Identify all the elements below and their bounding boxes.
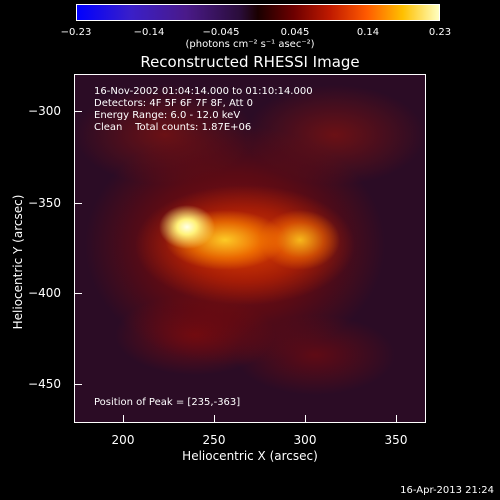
colorbar-tick: 0.14 — [356, 27, 380, 38]
y-tick-mark — [74, 384, 82, 385]
y-tick-mark — [74, 203, 82, 204]
x-axis-label: Heliocentric X (arcsec) — [182, 449, 318, 463]
y-tick-label: −400 — [28, 286, 61, 300]
y-tick-mark — [74, 111, 82, 112]
colorbar-tick: 0.045 — [280, 27, 310, 38]
plot-datestamp: 16-Apr-2013 21:24 — [400, 485, 494, 496]
y-tick-label: −300 — [28, 104, 61, 118]
image-title: Reconstructed RHESSI Image — [140, 53, 360, 71]
colorbar — [76, 4, 440, 21]
colorbar-tick: −0.14 — [133, 27, 165, 38]
info-energy-range: Energy Range: 6.0 - 12.0 keV — [94, 110, 241, 121]
peak-position: Position of Peak = [235,-363] — [94, 397, 241, 408]
x-tick-mark — [214, 415, 215, 423]
x-tick-label: 350 — [384, 433, 408, 447]
info-time-range: 16-Nov-2002 01:04:14.000 to 01:10:14.000 — [94, 86, 313, 97]
x-tick-label: 300 — [293, 433, 317, 447]
image-frame — [74, 74, 426, 423]
x-tick-label: 250 — [202, 433, 226, 447]
colorbar-tick: −0.045 — [202, 27, 240, 38]
x-tick-label: 200 — [111, 433, 135, 447]
x-tick-mark — [123, 415, 124, 423]
info-detectors: Detectors: 4F 5F 6F 7F 8F, Att 0 — [94, 98, 254, 109]
y-tick-label: −450 — [28, 377, 61, 391]
y-tick-label: −350 — [28, 196, 61, 210]
x-tick-mark — [396, 415, 397, 423]
y-axis-label: Heliocentric Y (arcsec) — [11, 194, 25, 330]
x-tick-mark — [305, 415, 306, 423]
colorbar-units: (photons cm⁻² s⁻¹ asec⁻²) — [185, 39, 315, 50]
colorbar-tick: −0.23 — [60, 27, 92, 38]
colorbar-tick: 0.23 — [428, 27, 452, 38]
y-tick-mark — [74, 293, 82, 294]
info-clean-counts: Clean Total counts: 1.87E+06 — [94, 122, 252, 133]
